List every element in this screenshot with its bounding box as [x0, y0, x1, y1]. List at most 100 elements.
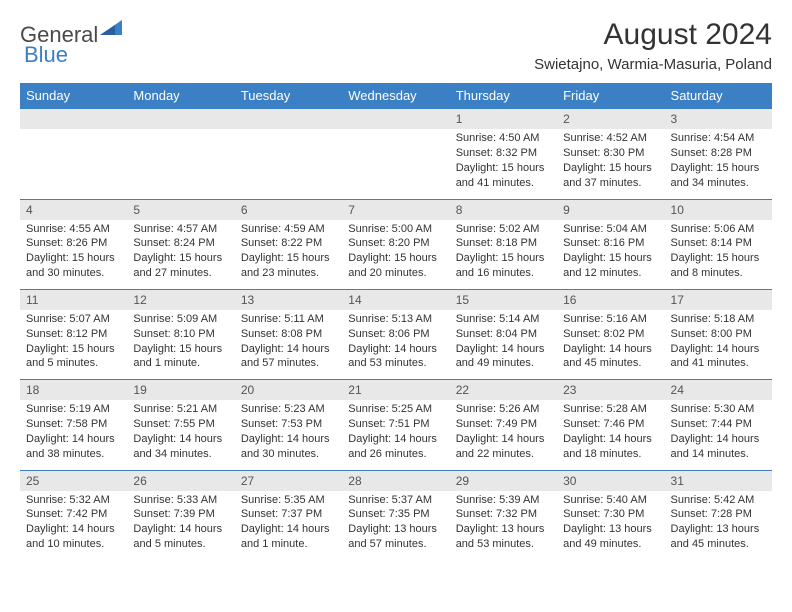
- day-cell: Sunrise: 5:23 AMSunset: 7:53 PMDaylight:…: [235, 400, 342, 470]
- day-cell: Sunrise: 5:18 AMSunset: 8:00 PMDaylight:…: [665, 310, 772, 380]
- sunset-text: Sunset: 8:18 PM: [456, 236, 551, 251]
- sunset-text: Sunset: 8:10 PM: [133, 327, 228, 342]
- day-cell: Sunrise: 5:21 AMSunset: 7:55 PMDaylight:…: [127, 400, 234, 470]
- sunrise-text: Sunrise: 5:30 AM: [671, 402, 766, 417]
- sunset-text: Sunset: 7:32 PM: [456, 507, 551, 522]
- day-number: 14: [342, 289, 449, 310]
- day-number: 5: [127, 199, 234, 220]
- day-cell: Sunrise: 5:00 AMSunset: 8:20 PMDaylight:…: [342, 220, 449, 290]
- sunrise-text: Sunrise: 5:33 AM: [133, 493, 228, 508]
- day-number: 23: [557, 380, 664, 401]
- location: Swietajno, Warmia-Masuria, Poland: [534, 56, 772, 73]
- sunset-text: Sunset: 8:14 PM: [671, 236, 766, 251]
- daylight-text: Daylight: 14 hours and 57 minutes.: [241, 342, 336, 372]
- day-number-row: 18192021222324: [20, 380, 772, 401]
- sunrise-text: Sunrise: 5:37 AM: [348, 493, 443, 508]
- day-cell: Sunrise: 4:59 AMSunset: 8:22 PMDaylight:…: [235, 220, 342, 290]
- sunset-text: Sunset: 8:12 PM: [26, 327, 121, 342]
- sunset-text: Sunset: 8:24 PM: [133, 236, 228, 251]
- day-data-row: Sunrise: 4:50 AMSunset: 8:32 PMDaylight:…: [20, 129, 772, 199]
- sunset-text: Sunset: 8:02 PM: [563, 327, 658, 342]
- daylight-text: Daylight: 14 hours and 49 minutes.: [456, 342, 551, 372]
- sunrise-text: Sunrise: 5:09 AM: [133, 312, 228, 327]
- sunrise-text: Sunrise: 5:21 AM: [133, 402, 228, 417]
- calendar-page: General August 2024 Swietajno, Warmia-Ma…: [0, 0, 792, 570]
- sunrise-text: Sunrise: 5:11 AM: [241, 312, 336, 327]
- day-number: 29: [450, 470, 557, 491]
- day-cell: Sunrise: 5:07 AMSunset: 8:12 PMDaylight:…: [20, 310, 127, 380]
- sunrise-text: Sunrise: 5:06 AM: [671, 222, 766, 237]
- day-data-row: Sunrise: 4:55 AMSunset: 8:26 PMDaylight:…: [20, 220, 772, 290]
- weekday-thursday: Thursday: [450, 83, 557, 109]
- daylight-text: Daylight: 14 hours and 41 minutes.: [671, 342, 766, 372]
- sunrise-text: Sunrise: 4:59 AM: [241, 222, 336, 237]
- day-cell: Sunrise: 5:33 AMSunset: 7:39 PMDaylight:…: [127, 491, 234, 560]
- sunset-text: Sunset: 8:30 PM: [563, 146, 658, 161]
- day-number: 2: [557, 109, 664, 130]
- day-number: 18: [20, 380, 127, 401]
- sunset-text: Sunset: 7:53 PM: [241, 417, 336, 432]
- day-number: [235, 109, 342, 130]
- sunset-text: Sunset: 7:37 PM: [241, 507, 336, 522]
- daylight-text: Daylight: 13 hours and 49 minutes.: [563, 522, 658, 552]
- daylight-text: Daylight: 13 hours and 53 minutes.: [456, 522, 551, 552]
- sunrise-text: Sunrise: 4:52 AM: [563, 131, 658, 146]
- day-cell: Sunrise: 5:14 AMSunset: 8:04 PMDaylight:…: [450, 310, 557, 380]
- day-number: 27: [235, 470, 342, 491]
- day-data-row: Sunrise: 5:19 AMSunset: 7:58 PMDaylight:…: [20, 400, 772, 470]
- daylight-text: Daylight: 15 hours and 37 minutes.: [563, 161, 658, 191]
- day-cell: [342, 129, 449, 199]
- weekday-header-row: Sunday Monday Tuesday Wednesday Thursday…: [20, 83, 772, 109]
- day-number: 22: [450, 380, 557, 401]
- sunrise-text: Sunrise: 5:26 AM: [456, 402, 551, 417]
- daylight-text: Daylight: 14 hours and 5 minutes.: [133, 522, 228, 552]
- sunset-text: Sunset: 7:28 PM: [671, 507, 766, 522]
- daylight-text: Daylight: 15 hours and 20 minutes.: [348, 251, 443, 281]
- sunrise-text: Sunrise: 4:54 AM: [671, 131, 766, 146]
- sunset-text: Sunset: 8:22 PM: [241, 236, 336, 251]
- sunrise-text: Sunrise: 5:00 AM: [348, 222, 443, 237]
- sunset-text: Sunset: 8:00 PM: [671, 327, 766, 342]
- day-number-row: 45678910: [20, 199, 772, 220]
- day-cell: [127, 129, 234, 199]
- weekday-saturday: Saturday: [665, 83, 772, 109]
- day-cell: Sunrise: 4:52 AMSunset: 8:30 PMDaylight:…: [557, 129, 664, 199]
- sunrise-text: Sunrise: 5:40 AM: [563, 493, 658, 508]
- day-number: 8: [450, 199, 557, 220]
- day-cell: Sunrise: 5:35 AMSunset: 7:37 PMDaylight:…: [235, 491, 342, 560]
- daylight-text: Daylight: 15 hours and 5 minutes.: [26, 342, 121, 372]
- day-number: 30: [557, 470, 664, 491]
- day-number: 24: [665, 380, 772, 401]
- sunrise-text: Sunrise: 5:13 AM: [348, 312, 443, 327]
- day-cell: Sunrise: 5:26 AMSunset: 7:49 PMDaylight:…: [450, 400, 557, 470]
- sunset-text: Sunset: 8:06 PM: [348, 327, 443, 342]
- day-number: 6: [235, 199, 342, 220]
- day-cell: Sunrise: 4:50 AMSunset: 8:32 PMDaylight:…: [450, 129, 557, 199]
- day-number: 28: [342, 470, 449, 491]
- daylight-text: Daylight: 13 hours and 45 minutes.: [671, 522, 766, 552]
- sunset-text: Sunset: 8:08 PM: [241, 327, 336, 342]
- sunrise-text: Sunrise: 5:25 AM: [348, 402, 443, 417]
- sunrise-text: Sunrise: 5:14 AM: [456, 312, 551, 327]
- daylight-text: Daylight: 14 hours and 30 minutes.: [241, 432, 336, 462]
- sunrise-text: Sunrise: 5:23 AM: [241, 402, 336, 417]
- sunrise-text: Sunrise: 5:32 AM: [26, 493, 121, 508]
- daylight-text: Daylight: 14 hours and 53 minutes.: [348, 342, 443, 372]
- daylight-text: Daylight: 15 hours and 41 minutes.: [456, 161, 551, 191]
- sunset-text: Sunset: 8:20 PM: [348, 236, 443, 251]
- sunset-text: Sunset: 7:55 PM: [133, 417, 228, 432]
- day-number-row: 11121314151617: [20, 289, 772, 310]
- calendar-body: 123Sunrise: 4:50 AMSunset: 8:32 PMDaylig…: [20, 109, 772, 561]
- daylight-text: Daylight: 14 hours and 26 minutes.: [348, 432, 443, 462]
- day-number: 21: [342, 380, 449, 401]
- sunrise-text: Sunrise: 5:02 AM: [456, 222, 551, 237]
- day-number: 26: [127, 470, 234, 491]
- daylight-text: Daylight: 14 hours and 14 minutes.: [671, 432, 766, 462]
- daylight-text: Daylight: 14 hours and 38 minutes.: [26, 432, 121, 462]
- sunset-text: Sunset: 8:04 PM: [456, 327, 551, 342]
- header: General August 2024 Swietajno, Warmia-Ma…: [20, 18, 772, 73]
- sunset-text: Sunset: 8:32 PM: [456, 146, 551, 161]
- day-number-row: 123: [20, 109, 772, 130]
- sunrise-text: Sunrise: 4:50 AM: [456, 131, 551, 146]
- month-title: August 2024: [534, 18, 772, 52]
